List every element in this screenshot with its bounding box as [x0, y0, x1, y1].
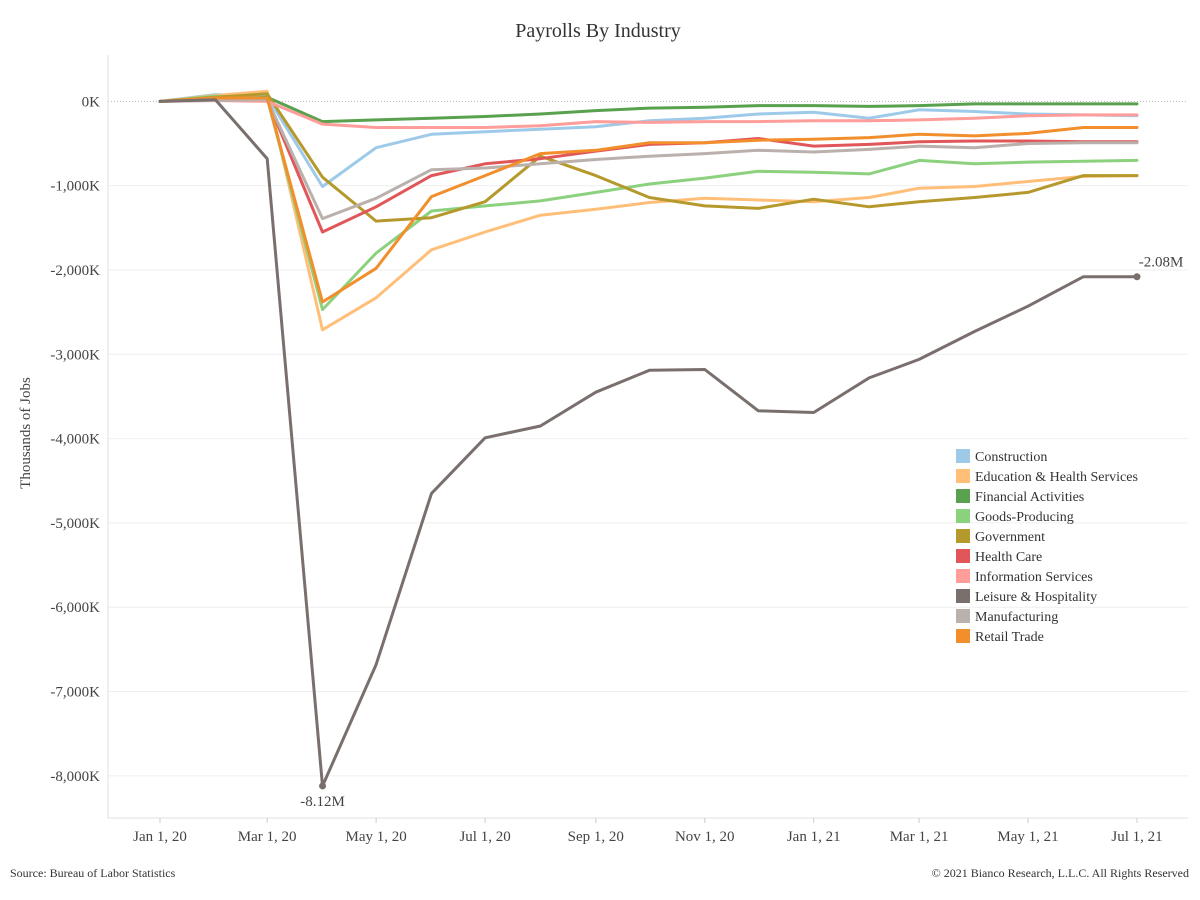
series-line-government[interactable]	[158, 92, 1139, 223]
legend-label: Government	[975, 530, 1045, 545]
series-line-information-services[interactable]	[158, 99, 1139, 129]
annotation-point	[319, 782, 327, 790]
series-line-health-care[interactable]	[158, 97, 1139, 234]
y-axis-ticks: 0K -1,000K -2,000K -3,000K -4,000K -5,000K -6,…	[50, 94, 100, 784]
copyright-note: © 2021 Bianco Research, L.L.C. All Right…	[931, 866, 1189, 880]
y-tick-label: -6,000K	[50, 600, 100, 616]
annotation-label: -2.08M	[1139, 255, 1184, 271]
legend-item-goods-producing[interactable]: Goods-Producing	[956, 509, 1074, 525]
legend-item-construction[interactable]: Construction	[956, 449, 1047, 465]
legend-item-manufacturing[interactable]: Manufacturing	[956, 609, 1058, 625]
source-note: Source: Bureau of Labor Statistics	[10, 866, 176, 880]
x-tick-label: Mar 1, 21	[890, 829, 949, 845]
x-tick-label: May 1, 21	[997, 829, 1058, 845]
legend-label: Education & Health Services	[975, 470, 1138, 485]
legend-swatch	[956, 549, 970, 563]
chart-title: Payrolls By Industry	[515, 20, 681, 42]
x-tick-label: Nov 1, 20	[675, 829, 735, 845]
legend-label: Health Care	[975, 550, 1042, 565]
gridlines	[107, 55, 1188, 819]
x-tick-label: Mar 1, 20	[238, 829, 297, 845]
legend-swatch	[956, 529, 970, 543]
legend-item-health-care[interactable]: Health Care	[956, 549, 1042, 565]
x-tick-label: Jul 1, 21	[1111, 829, 1162, 845]
legend-item-government[interactable]: Government	[956, 529, 1045, 545]
legend-label: Goods-Producing	[975, 510, 1074, 525]
legend-item-financial-activities[interactable]: Financial Activities	[956, 489, 1084, 505]
series-line-education-health-services[interactable]	[158, 89, 1139, 332]
legend-label: Financial Activities	[975, 490, 1084, 505]
y-tick-label: -5,000K	[50, 516, 100, 532]
y-tick-label: -1,000K	[50, 179, 100, 195]
x-tick-label: Jan 1, 21	[787, 829, 841, 845]
x-tick-label: May 1, 20	[345, 829, 406, 845]
y-tick-label: -7,000K	[50, 685, 100, 701]
legend-item-education-health-services[interactable]: Education & Health Services	[956, 469, 1138, 485]
series-line-manufacturing[interactable]	[158, 98, 1139, 221]
series-line-financial-activities[interactable]	[158, 95, 1139, 124]
legend-label: Construction	[975, 450, 1047, 465]
series-line-goods-producing[interactable]	[158, 94, 1139, 312]
y-tick-label: 0K	[82, 94, 101, 110]
annotation-label: -8.12M	[300, 794, 345, 810]
legend-swatch	[956, 589, 970, 603]
legend-label: Retail Trade	[975, 630, 1044, 645]
legend-item-information-services[interactable]: Information Services	[956, 569, 1093, 585]
y-tick-label: -3,000K	[50, 347, 100, 363]
legend-swatch	[956, 609, 970, 623]
legend-swatch	[956, 629, 970, 643]
series-line-retail-trade[interactable]	[158, 96, 1139, 304]
x-tick-label: Jul 1, 20	[459, 829, 510, 845]
y-tick-label: -4,000K	[50, 432, 100, 448]
legend-label: Information Services	[975, 570, 1093, 585]
legend-label: Leisure & Hospitality	[975, 590, 1097, 605]
legend[interactable]: Construction Education & Health Services F…	[956, 449, 1138, 645]
annotation-point	[1133, 273, 1141, 281]
x-tick-label: Jan 1, 20	[133, 829, 187, 845]
series-line-construction[interactable]	[158, 93, 1139, 188]
legend-swatch	[956, 449, 970, 463]
legend-swatch	[956, 469, 970, 483]
legend-swatch	[956, 569, 970, 583]
x-axis-ticks: Jan 1, 20 Mar 1, 20 May 1, 20 Jul 1, 20 Sep …	[133, 818, 1163, 845]
x-tick-label: Sep 1, 20	[568, 829, 624, 845]
y-tick-label: -8,000K	[50, 769, 100, 785]
legend-item-leisure-hospitality[interactable]: Leisure & Hospitality	[956, 589, 1097, 605]
annotations: -8.12M -2.08M	[300, 255, 1183, 810]
legend-label: Manufacturing	[975, 610, 1058, 625]
legend-swatch	[956, 489, 970, 503]
y-axis-title: Thousands of Jobs	[18, 377, 34, 489]
y-tick-label: -2,000K	[50, 263, 100, 279]
legend-swatch	[956, 509, 970, 523]
legend-item-retail-trade[interactable]: Retail Trade	[956, 629, 1044, 645]
